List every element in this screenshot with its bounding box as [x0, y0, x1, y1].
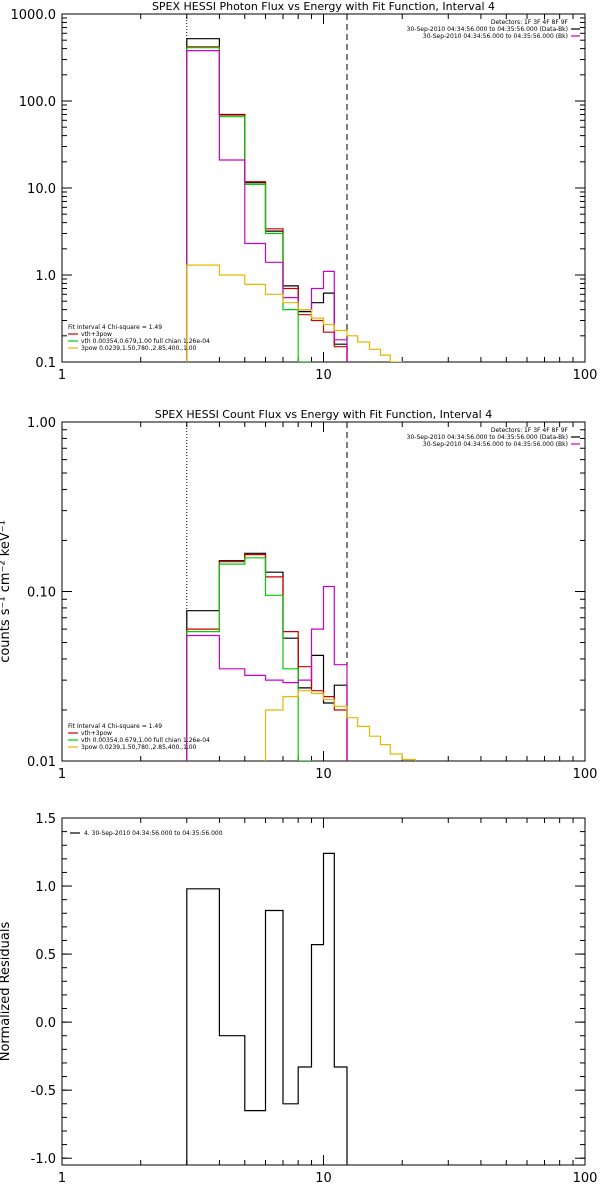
y-tick-label: 0.0 [35, 1016, 56, 1031]
y-tick-label: 100.0 [19, 95, 56, 110]
fit-legend-header: Fit Interval 4 Chi-square = 1.49 [68, 723, 162, 730]
series-4-histogram [186, 264, 403, 362]
y-tick-label: 0.1 [35, 356, 56, 371]
series-3-histogram [186, 50, 348, 362]
y-tick-label: 1.0 [35, 880, 56, 895]
y-tick-label: -0.5 [31, 1084, 56, 1099]
chart-title: SPEX HESSI Photon Flux vs Energy with Fi… [152, 0, 495, 13]
x-tick-label: 10 [315, 767, 332, 782]
x-tick-label: 10 [315, 1171, 332, 1186]
residuals-chart: 1 10 100 -1.0 -0.5 0.0 0.5 1.0 1.5 Normalized Res… [0, 812, 597, 1186]
photon-flux-chart: SPEX HESSI Photon Flux vs Energy with Fi… [11, 0, 598, 383]
series-1-histogram [186, 554, 348, 761]
legend-header: Detectors: 1F 3F 4F 8F 9F [491, 19, 569, 26]
x-tick-label: 1 [58, 368, 66, 383]
y-axis-label: counts s⁻¹ cm⁻² keV⁻¹ [0, 520, 13, 663]
fit-legend-header: Fit Interval 4 Chi-square = 1.49 [68, 324, 162, 331]
y-tick-label: 1.5 [35, 812, 56, 827]
series-2-histogram [186, 557, 313, 761]
legend-entry: 30-Sep-2010 04:34:56.000 to 04:35:56.000… [407, 434, 568, 441]
y-tick-label: 1.00 [27, 416, 56, 431]
fit-legend-entry: vth+3pow [81, 331, 112, 338]
series-4-histogram [264, 690, 417, 761]
series-1-histogram [186, 46, 348, 362]
count-flux-chart: SPEX HESSI Count Flux vs Energy with Fit… [0, 408, 597, 782]
x-tick-label: 1 [58, 767, 66, 782]
x-tick-label: 100 [573, 767, 598, 782]
y-tick-label: 10.0 [27, 182, 56, 197]
legend-entry: 30-Sep-2010 04:34:56.000 to 04:35:56.000… [423, 441, 568, 448]
x-tick-label: 100 [573, 368, 598, 383]
legend-entry: 4. 30-Sep-2010 04:34:56.000 to 04:35:56.… [84, 830, 223, 837]
fit-legend-entry: 3pow 0.0239,1.50,780.,2.85,400.,1.00 [81, 345, 197, 352]
plot-area [186, 14, 403, 362]
x-tick-label: 10 [315, 368, 332, 383]
series-0-histogram [186, 38, 348, 362]
plot-frame [61, 13, 586, 363]
series-0-histogram [186, 552, 348, 761]
x-tick-label: 1 [58, 1171, 66, 1186]
series-0-histogram [186, 852, 348, 1165]
y-tick-label: 0.10 [27, 586, 56, 601]
y-axis-label: Normalized Residuals [0, 922, 13, 1062]
fit-legend-entry: vth 0.00354,0.679,1.00 full chian 1.26e-… [81, 338, 210, 345]
legend-entry: 30-Sep-2010 04:34:56.000 to 04:35:56.000… [423, 33, 568, 40]
x-tick-label: 100 [573, 1171, 598, 1186]
fit-legend-entry: vth+3pow [81, 730, 112, 737]
legend-header: Detectors: 1F 3F 4F 8F 9F [491, 427, 569, 434]
y-tick-label: -1.0 [31, 1152, 56, 1167]
fit-legend-entry: 3pow 0.0239,1.50,780.,2.85,400.,1.00 [81, 744, 197, 751]
y-tick-label: 1.0 [35, 269, 56, 284]
series-3-histogram [186, 585, 348, 761]
plot-area [186, 422, 417, 761]
fit-legend-entry: vth 0.00354,0.679,1.00 full chian 1.26e-… [81, 737, 210, 744]
plot-area [186, 852, 348, 1165]
chart-title: SPEX HESSI Count Flux vs Energy with Fit… [155, 408, 492, 421]
y-tick-label: 0.5 [35, 948, 56, 963]
legend-entry: 30-Sep-2010 04:34:56.000 to 04:35:56.000… [407, 26, 568, 33]
y-tick-label: 1000.0 [11, 8, 57, 23]
series-2-histogram [186, 47, 313, 362]
y-tick-label: 0.01 [27, 755, 56, 770]
